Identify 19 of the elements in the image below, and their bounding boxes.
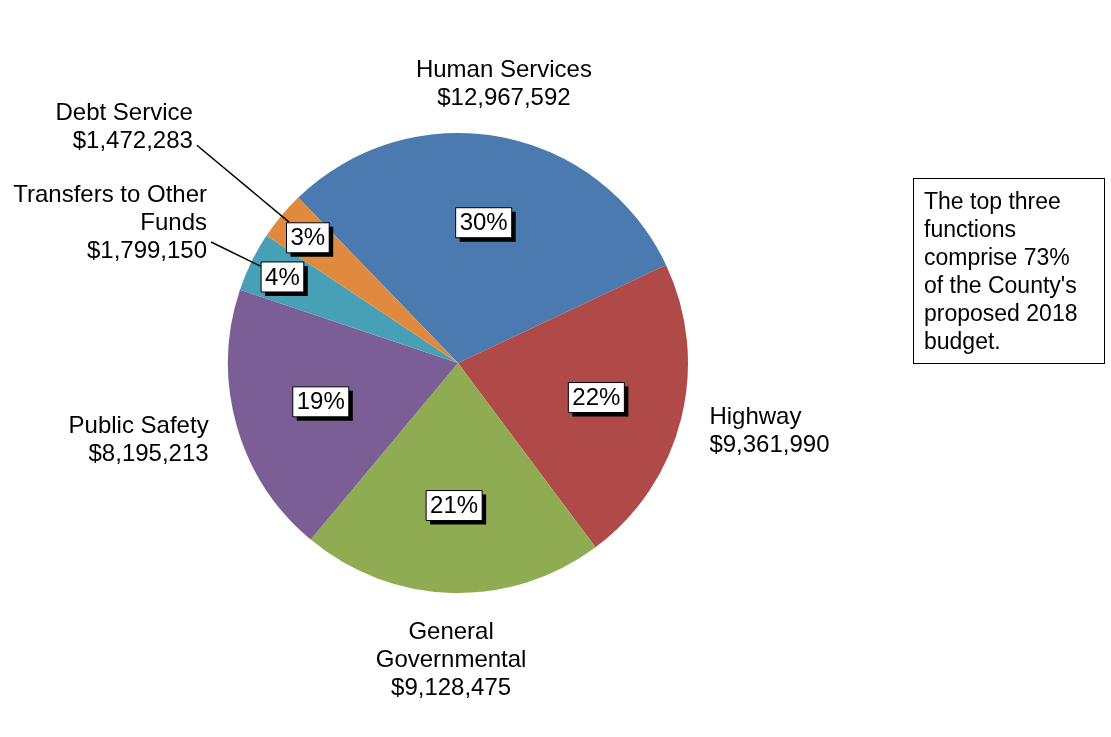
text: 22% [572,383,621,411]
text: 21% [430,491,479,519]
slice-label: Transfers to Other Funds [13,180,208,236]
text: 4% [265,262,300,290]
data-label: $9,128,475 [391,672,512,700]
slice-label: Debt Service [55,97,193,125]
text: The top three functions comprise 73% of the County's proposed 2018 budget. [913,178,1105,364]
text: 30% [459,208,508,236]
slice-label: Human Services [415,55,592,83]
slice-label: General Governmental [375,616,527,672]
data-label: $12,967,592 [437,83,571,111]
data-label: $8,195,213 [88,438,209,466]
slice-label: Highway [709,402,802,430]
slice-label: Public Safety [68,410,209,438]
text: 19% [296,387,345,415]
data-label: $1,472,283 [72,125,193,153]
data-label: $9,361,990 [709,430,830,458]
text: 3% [290,223,326,251]
data-label: $1,799,150 [86,236,208,264]
